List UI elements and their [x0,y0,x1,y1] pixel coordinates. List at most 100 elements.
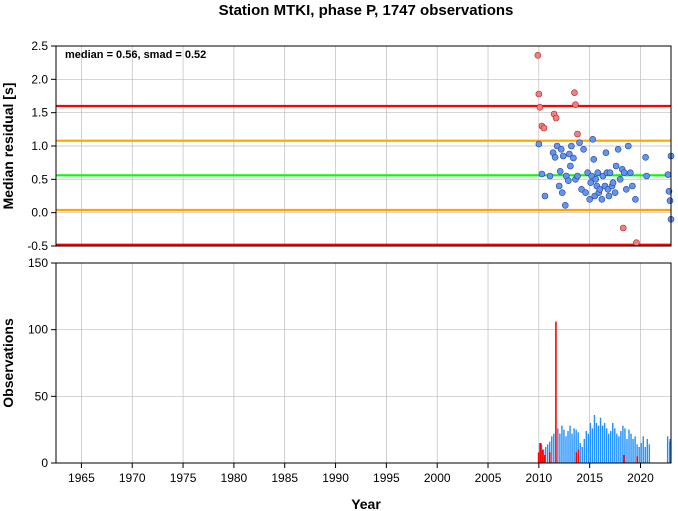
observation-bar [620,431,622,463]
observations-y-tick-label: 150 [28,256,48,270]
residual-point [552,114,560,122]
residual-panel: -0.5 0.0 0.5 1.0 1.5 2.0 2.5 median = 0.56, sm… [0,39,675,253]
observation-bar [601,425,604,463]
residual-point [574,130,581,138]
observation-bar [597,425,600,463]
residual-point [592,176,600,183]
observations-bars [537,321,671,463]
residual-point [590,156,598,163]
observation-bar [607,433,610,463]
residual-point [622,186,630,193]
observation-bar [567,431,569,463]
observation-bar [666,436,669,463]
observation-bar [579,443,581,463]
residual-point [572,101,579,108]
observation-bar [640,443,642,463]
residual-point [594,169,602,176]
observation-bar [559,433,561,463]
observation-bar [555,321,557,463]
observation-bar [544,447,547,463]
year-tick-label: 2010 [525,471,552,485]
residual-point [633,239,640,246]
observation-bar [636,456,639,463]
observation-bar [610,431,612,463]
year-tick-label: 2020 [627,471,654,485]
residual-grid [56,45,671,247]
observation-bar [644,447,646,463]
residual-y-tick-label: 0.5 [31,172,48,186]
observation-bar [585,431,588,463]
observation-bar [577,449,580,463]
residual-point [540,124,548,132]
observation-bar [605,428,608,463]
observation-bar [614,428,616,463]
observations-y-tick-label: 0 [41,456,48,470]
observation-bar [618,436,620,463]
residual-point [534,52,542,59]
observation-bar [569,425,571,463]
residual-point [606,169,614,176]
residual-point [619,224,627,232]
residual-point [555,182,563,190]
observation-bar [589,423,592,463]
observation-bar [549,441,551,463]
residual-y-tick-label: 2.0 [31,72,48,86]
observation-bar [581,447,583,463]
observations-y-axis-label: Observations [0,318,16,408]
year-x-ticks: 1965 1970 1975 1980 1985 1990 1995 2000 2005 2010… [68,463,654,485]
observation-bar [634,436,636,463]
observations-panel: 0 50 100 150 1965 1970 1975 1980 1985 1990 1995 20… [0,256,672,511]
residual-point [574,172,581,180]
year-tick-label: 1970 [119,471,146,485]
observation-bar [541,449,544,463]
residual-point [611,189,619,196]
residual-point [551,154,559,161]
year-tick-label: 2000 [424,471,451,485]
observations-y-ticks: 0 50 100 150 [28,256,56,470]
observation-bar [542,449,545,463]
residual-point [570,154,577,162]
residual-point [616,176,624,183]
residual-point [609,179,617,186]
residual-point [556,168,564,175]
residual-point [538,170,546,178]
observation-bar [623,455,625,463]
residual-point [576,139,583,146]
year-tick-label: 1990 [322,471,349,485]
residual-y-axis-label: Median residual [s] [0,83,16,210]
observation-bar [630,433,632,463]
observation-bar [622,425,624,463]
observation-bar [575,429,577,463]
observation-bar [575,452,578,463]
stats-annotation: median = 0.56, smad = 0.52 [65,49,206,61]
residual-point [666,197,674,204]
observation-bar [549,452,551,463]
residual-point [582,189,589,196]
observation-bar [593,415,596,463]
residual-point [612,162,620,170]
year-tick-label: 2005 [475,471,502,485]
observation-bar [626,439,628,463]
residual-point [587,179,594,186]
residual-y-tick-label: 2.5 [31,39,48,53]
chart-title: Station MTKI, phase P, 1747 observations [219,2,514,19]
residual-point [586,196,593,203]
residual-point [558,189,566,196]
residual-point [598,196,606,203]
residual-point [664,171,672,178]
residual-point [559,152,567,160]
year-tick-label: 2015 [576,471,603,485]
x-axis-label: Year [351,496,381,511]
observation-bar [638,447,640,463]
residual-point [625,142,632,150]
residual-point [620,169,628,176]
observation-bar [561,425,563,463]
residual-y-tick-label: 0.0 [31,206,48,220]
year-tick-label: 1965 [68,471,95,485]
observation-bar [612,423,614,463]
residual-point [614,146,622,153]
year-tick-label: 1975 [170,471,197,485]
observation-bar [591,428,594,463]
year-tick-label: 1995 [373,471,400,485]
